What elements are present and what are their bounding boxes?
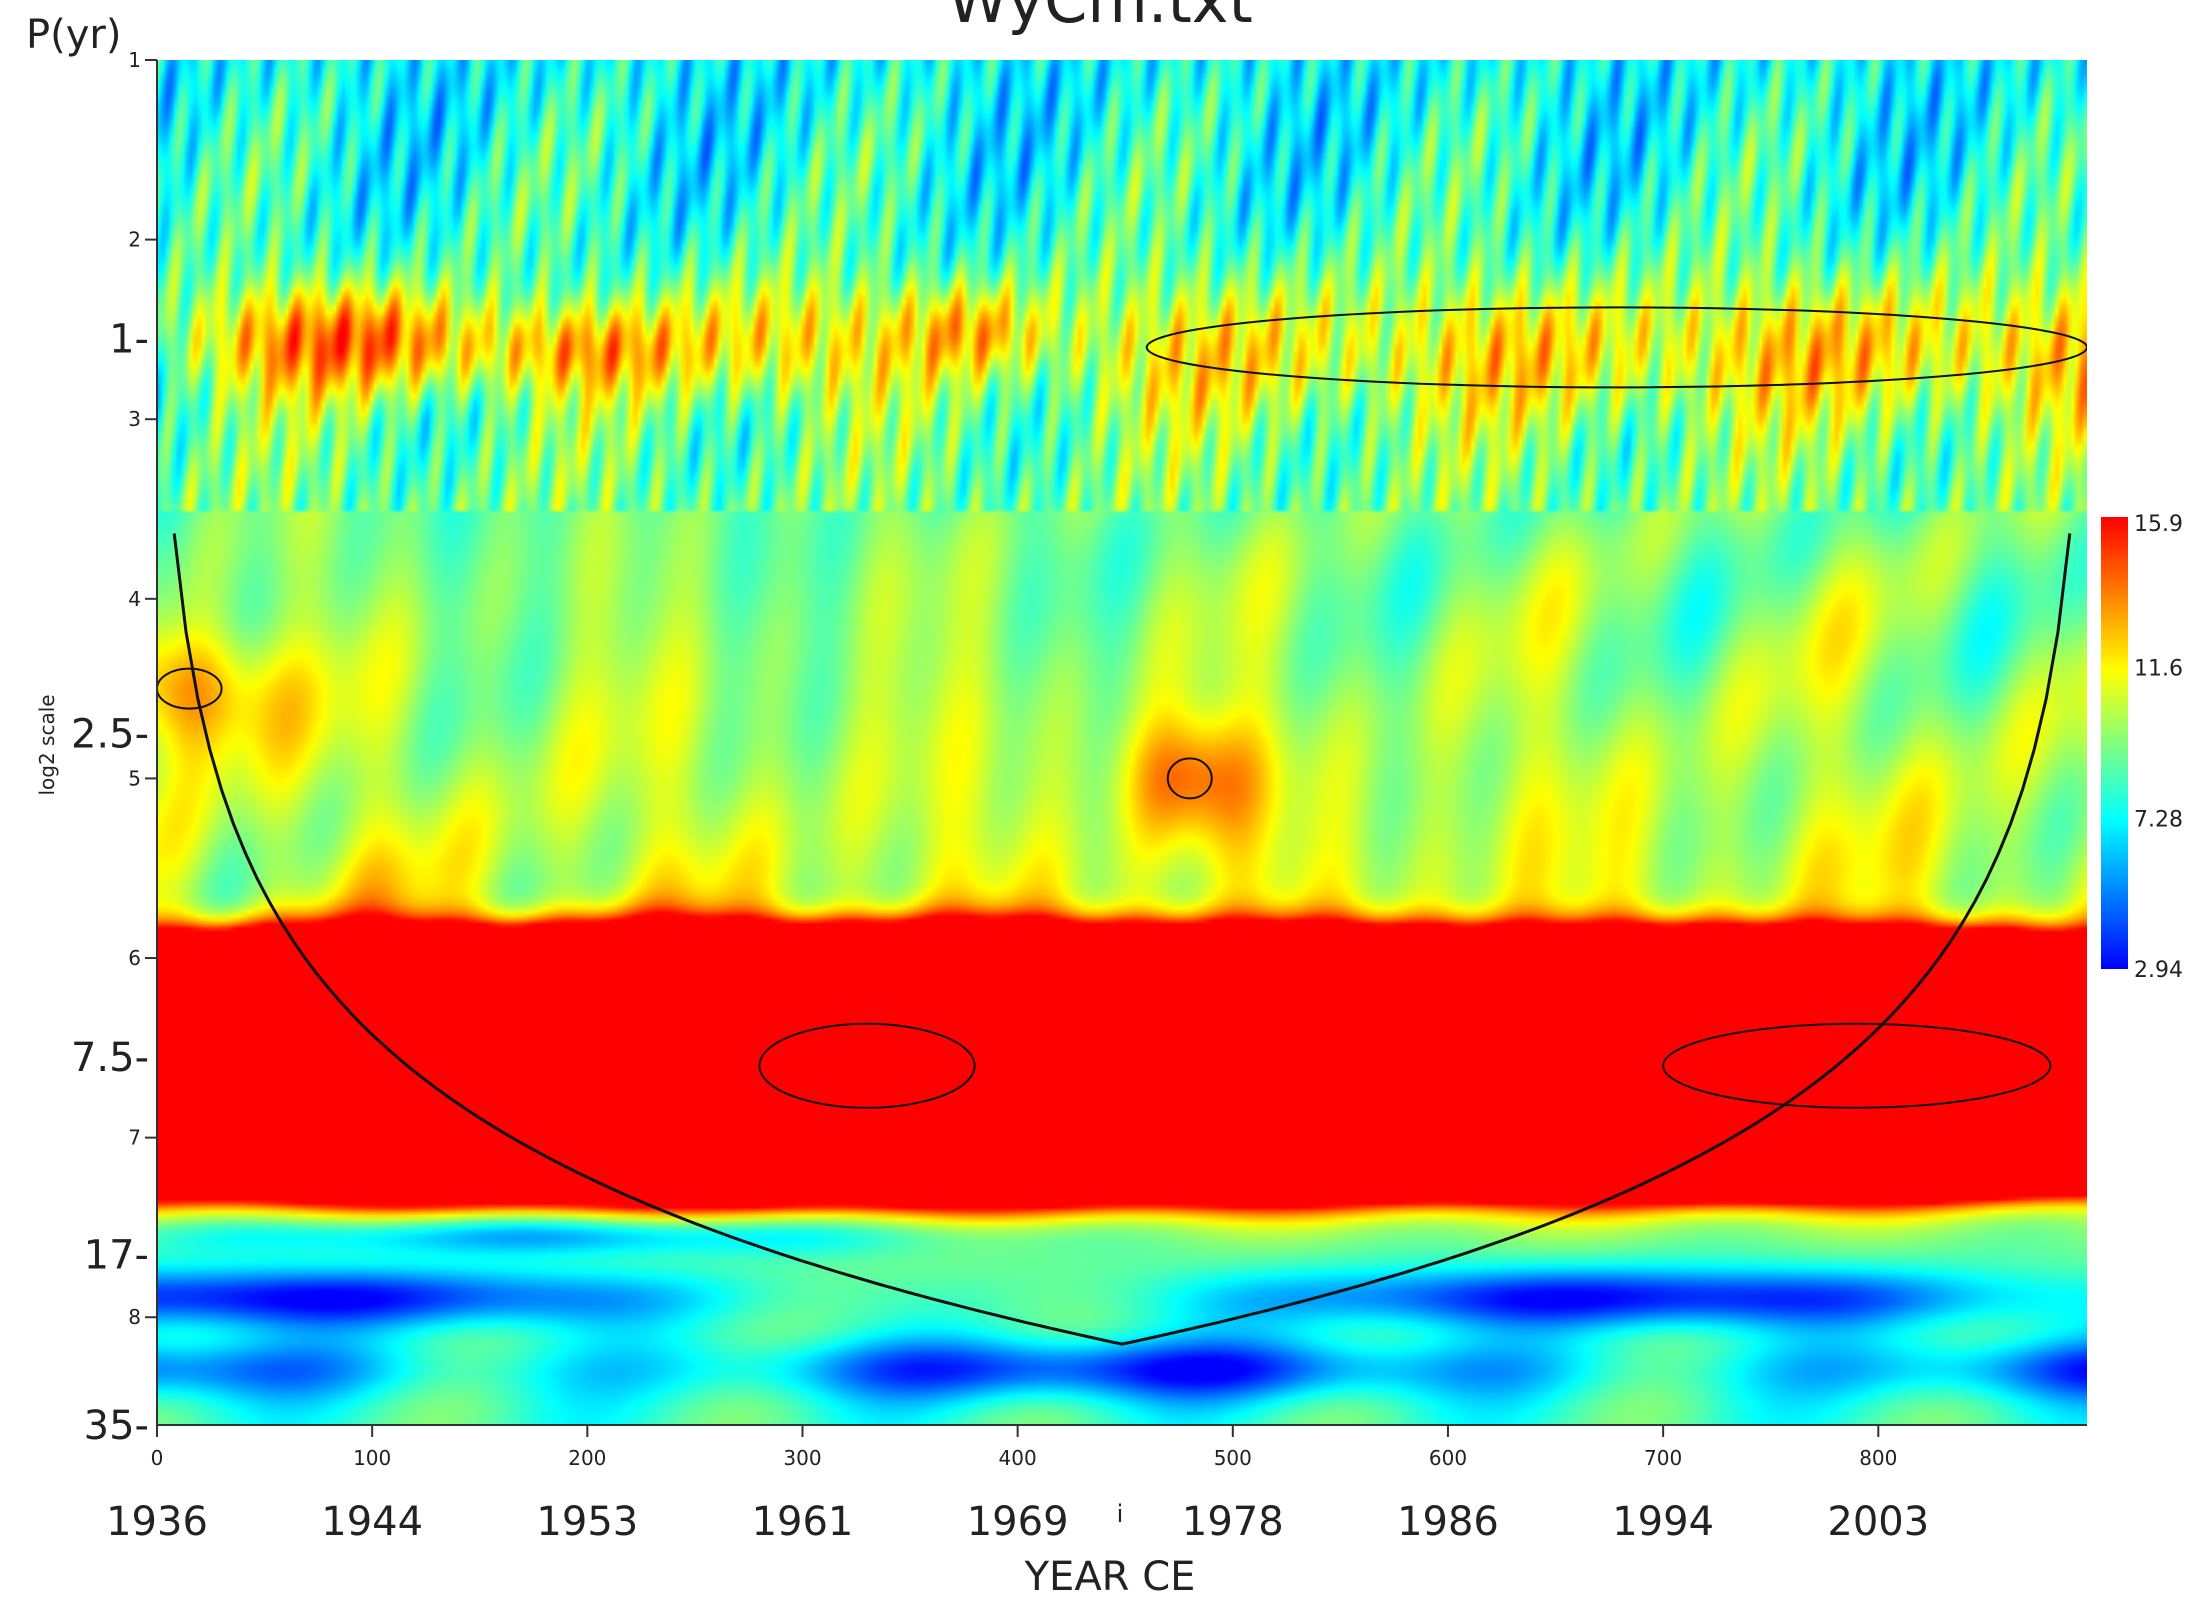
y-scale-tick-label: 3 bbox=[128, 407, 141, 431]
x-index-tick-label: 600 bbox=[1429, 1446, 1467, 1470]
y-scale-tick-label: 5 bbox=[128, 766, 141, 790]
colorbar bbox=[2101, 517, 2128, 969]
y-scale-tick-label: 6 bbox=[128, 946, 141, 970]
x-index-marker: i bbox=[1117, 1500, 1124, 1528]
x-year-label: 1953 bbox=[536, 1499, 638, 1545]
scale-axis-title: log2 scale bbox=[35, 694, 59, 795]
significance-contour-0 bbox=[1145, 306, 2087, 389]
x-year-label: 1978 bbox=[1182, 1499, 1284, 1545]
x-year-label: 2003 bbox=[1827, 1499, 1929, 1545]
x-index-tick-label: 100 bbox=[353, 1446, 391, 1470]
colorbar-tick-label: 15.9 bbox=[2134, 512, 2183, 537]
x-index-tick-label: 0 bbox=[151, 1446, 164, 1470]
cone-of-influence bbox=[172, 533, 2072, 1346]
x-index-tick-label: 300 bbox=[783, 1446, 821, 1470]
y-scale-tick-label: 4 bbox=[128, 587, 141, 611]
x-index-tick-label: 700 bbox=[1644, 1446, 1682, 1470]
y-scale-tick-label: 1 bbox=[128, 48, 141, 72]
y-scale-tick-label: 7 bbox=[128, 1126, 141, 1150]
y-period-tick-label: 7.5- bbox=[71, 1035, 149, 1081]
y-period-tick-label: 35- bbox=[84, 1403, 149, 1449]
x-axis-title: YEAR CE bbox=[1024, 1554, 1196, 1597]
heatmap-plot bbox=[157, 60, 2087, 1425]
colorbar-tick-label: 7.28 bbox=[2134, 807, 2183, 832]
x-index-tick-label: 800 bbox=[1859, 1446, 1897, 1470]
x-year-label: 1969 bbox=[967, 1499, 1069, 1545]
y-period-tick-label: 1- bbox=[109, 316, 149, 362]
significance-contour-4 bbox=[157, 667, 223, 710]
colorbar-tick-label: 2.94 bbox=[2134, 958, 2183, 983]
x-year-label: 1986 bbox=[1397, 1499, 1499, 1545]
chart-title: WyCm.txt bbox=[947, 0, 1253, 37]
x-year-label: 1944 bbox=[321, 1499, 423, 1545]
x-year-label: 1936 bbox=[106, 1499, 208, 1545]
y-period-tick-label: 2.5- bbox=[71, 712, 149, 758]
y-scale-tick-label: 2 bbox=[128, 228, 141, 252]
heatmap-image bbox=[157, 60, 2087, 1425]
significance-contour-1 bbox=[758, 1022, 976, 1109]
colorbar-tick-label: 11.6 bbox=[2134, 657, 2183, 682]
x-year-label: 1961 bbox=[752, 1499, 854, 1545]
x-year-label: 1994 bbox=[1612, 1499, 1714, 1545]
significance-contour-2 bbox=[1662, 1022, 2052, 1109]
y-scale-tick-label: 8 bbox=[128, 1305, 141, 1329]
period-axis-title: P(yr) bbox=[26, 12, 121, 58]
y-period-tick-label: 17- bbox=[84, 1232, 149, 1278]
x-index-tick-label: 400 bbox=[999, 1446, 1037, 1470]
x-index-tick-label: 200 bbox=[568, 1446, 606, 1470]
x-index-tick-label: 500 bbox=[1214, 1446, 1252, 1470]
significance-contour-3 bbox=[1166, 757, 1213, 800]
